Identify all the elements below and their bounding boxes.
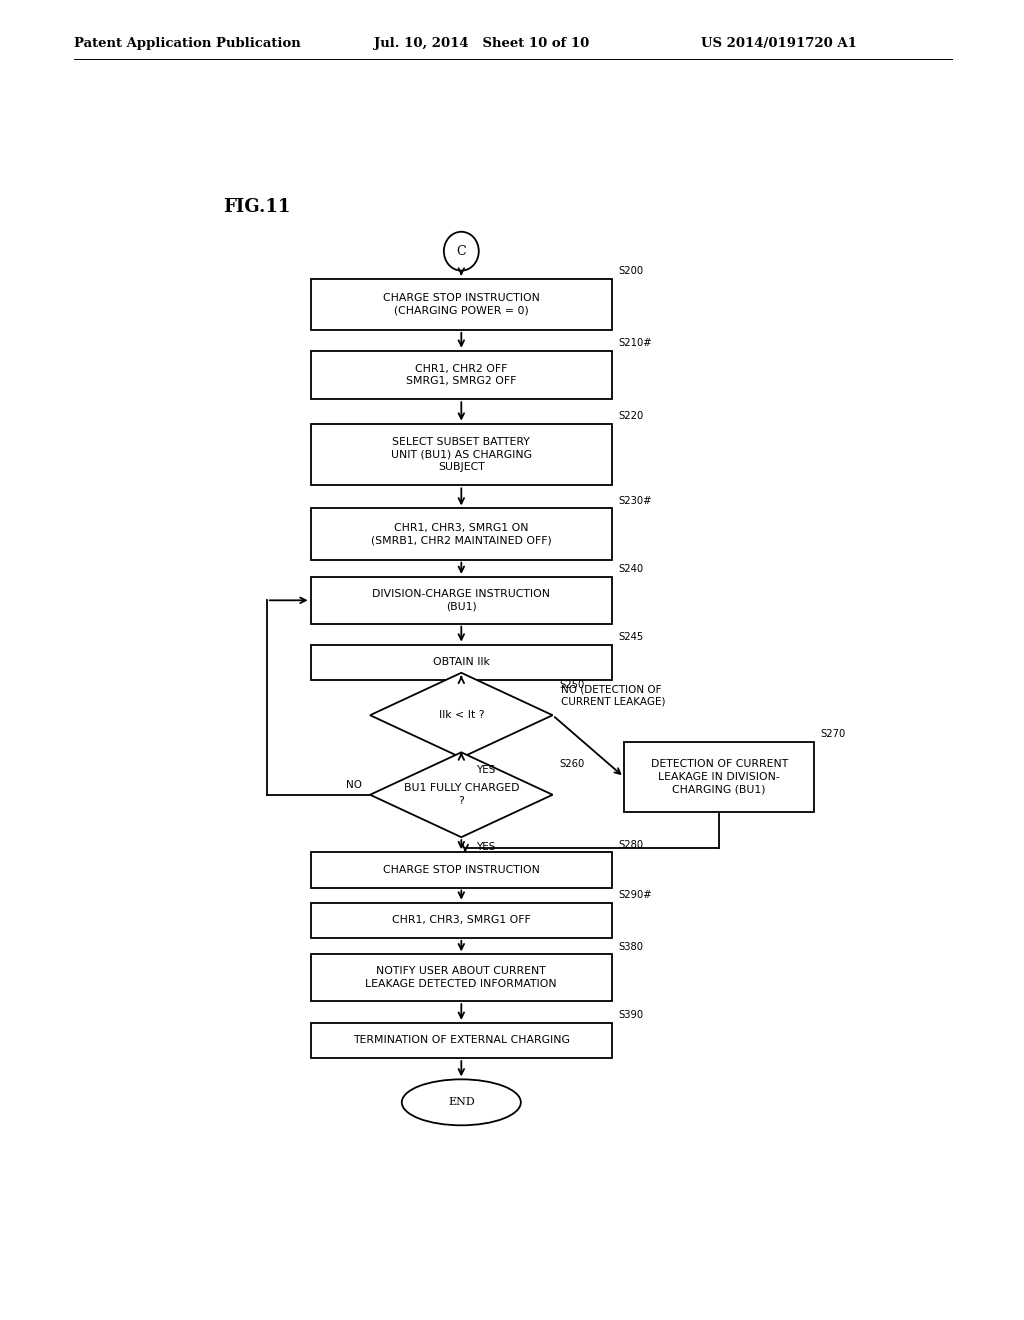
Text: CHR1, CHR2 OFF
SMRG1, SMRG2 OFF: CHR1, CHR2 OFF SMRG1, SMRG2 OFF <box>407 363 516 387</box>
Text: SELECT SUBSET BATTERY
UNIT (BU1) AS CHARGING
SUBJECT: SELECT SUBSET BATTERY UNIT (BU1) AS CHAR… <box>391 437 531 473</box>
Text: NOTIFY USER ABOUT CURRENT
LEAKAGE DETECTED INFORMATION: NOTIFY USER ABOUT CURRENT LEAKAGE DETECT… <box>366 966 557 989</box>
Text: NO (DETECTION OF
CURRENT LEAKAGE): NO (DETECTION OF CURRENT LEAKAGE) <box>560 685 665 706</box>
Text: S290#: S290# <box>618 890 652 900</box>
Text: YES: YES <box>475 842 495 853</box>
Bar <box>310 644 612 680</box>
Text: CHARGE STOP INSTRUCTION: CHARGE STOP INSTRUCTION <box>383 865 540 875</box>
Bar <box>310 903 612 939</box>
Text: S390: S390 <box>618 1010 643 1020</box>
Text: S380: S380 <box>618 941 643 952</box>
Text: S200: S200 <box>618 265 643 276</box>
Text: END: END <box>447 1097 475 1107</box>
Text: S230#: S230# <box>618 496 652 506</box>
Bar <box>310 424 612 486</box>
Text: CHARGE STOP INSTRUCTION
(CHARGING POWER = 0): CHARGE STOP INSTRUCTION (CHARGING POWER … <box>383 293 540 315</box>
Text: DIVISION-CHARGE INSTRUCTION
(BU1): DIVISION-CHARGE INSTRUCTION (BU1) <box>373 589 550 611</box>
Text: S240: S240 <box>618 564 643 574</box>
Text: C: C <box>457 244 466 257</box>
Bar <box>310 508 612 560</box>
Text: Jul. 10, 2014   Sheet 10 of 10: Jul. 10, 2014 Sheet 10 of 10 <box>374 37 589 50</box>
Bar <box>624 742 814 812</box>
Text: S280: S280 <box>618 840 643 850</box>
Text: DETECTION OF CURRENT
LEAKAGE IN DIVISION-
CHARGING (BU1): DETECTION OF CURRENT LEAKAGE IN DIVISION… <box>650 759 787 795</box>
Text: YES: YES <box>475 764 495 775</box>
Text: Patent Application Publication: Patent Application Publication <box>74 37 300 50</box>
Bar <box>310 577 612 624</box>
Text: TERMINATION OF EXTERNAL CHARGING: TERMINATION OF EXTERNAL CHARGING <box>353 1035 569 1045</box>
Bar <box>310 1023 612 1059</box>
Text: NO: NO <box>346 780 362 791</box>
Text: BU1 FULLY CHARGED
?: BU1 FULLY CHARGED ? <box>403 783 519 807</box>
Text: S270: S270 <box>821 729 846 739</box>
Bar <box>310 954 612 1001</box>
Text: S250: S250 <box>559 680 584 690</box>
Polygon shape <box>370 752 553 837</box>
Text: S220: S220 <box>618 411 644 421</box>
Ellipse shape <box>401 1080 521 1126</box>
Text: S210#: S210# <box>618 338 652 348</box>
Bar <box>310 279 612 330</box>
Text: CHR1, CHR3, SMRG1 ON
(SMRB1, CHR2 MAINTAINED OFF): CHR1, CHR3, SMRG1 ON (SMRB1, CHR2 MAINTA… <box>371 523 552 545</box>
Text: FIG.11: FIG.11 <box>223 198 291 216</box>
Text: CHR1, CHR3, SMRG1 OFF: CHR1, CHR3, SMRG1 OFF <box>392 915 530 925</box>
Bar <box>310 853 612 887</box>
Text: Ilk < It ?: Ilk < It ? <box>438 710 484 721</box>
Text: US 2014/0191720 A1: US 2014/0191720 A1 <box>701 37 857 50</box>
Polygon shape <box>370 673 553 758</box>
Bar <box>310 351 612 399</box>
Text: S245: S245 <box>618 632 644 642</box>
Text: OBTAIN Ilk: OBTAIN Ilk <box>433 657 489 667</box>
Text: S260: S260 <box>559 759 584 770</box>
